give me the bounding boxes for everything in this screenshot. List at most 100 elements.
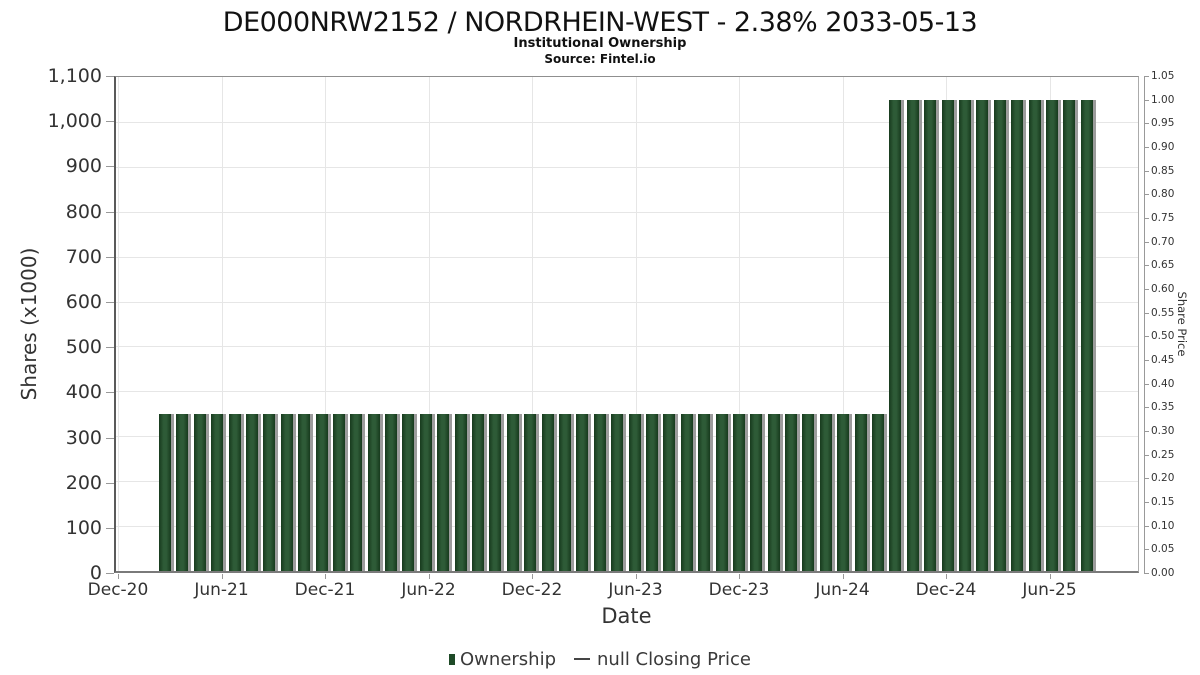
y-right-tick-label: 0.80: [1151, 188, 1175, 201]
ownership-bar[interactable]: [419, 413, 432, 571]
y-right-tick: [1144, 241, 1149, 243]
ownership-bar[interactable]: [785, 413, 798, 571]
ownership-bar[interactable]: [958, 99, 971, 571]
ownership-bar-marker-icon[interactable]: [449, 653, 456, 665]
y-right-tick: [1144, 478, 1149, 480]
y-left-tick: [106, 527, 114, 529]
ownership-bar[interactable]: [385, 413, 398, 571]
ownership-bar[interactable]: [645, 413, 658, 571]
y-left-tick: [106, 166, 114, 168]
ownership-bar[interactable]: [315, 413, 328, 571]
ownership-bar[interactable]: [680, 413, 693, 571]
ownership-bar[interactable]: [993, 99, 1006, 571]
ownership-bar[interactable]: [715, 413, 728, 571]
h-gridline: [116, 436, 1138, 438]
legend-label-ownership[interactable]: Ownership: [460, 648, 557, 670]
ownership-bar[interactable]: [245, 413, 258, 571]
ownership-bar[interactable]: [298, 413, 311, 571]
ownership-bar[interactable]: [837, 413, 850, 571]
y-left-tick-label: 300: [65, 426, 102, 449]
y-right-tick: [1144, 312, 1149, 314]
x-tick-label: Dec-22: [501, 580, 563, 600]
ownership-bar[interactable]: [332, 413, 345, 571]
y-left-tick: [106, 76, 114, 77]
ownership-bar[interactable]: [750, 413, 763, 571]
legend-label-price[interactable]: null Closing Price: [597, 648, 751, 670]
ownership-bar[interactable]: [576, 413, 589, 571]
y-left-tick: [106, 301, 114, 303]
ownership-bar[interactable]: [941, 99, 954, 571]
ownership-bar[interactable]: [350, 413, 363, 571]
y-right-tick-label: 0.50: [1151, 330, 1175, 343]
ownership-bar[interactable]: [437, 413, 450, 571]
chart-subtitle: Institutional Ownership: [513, 36, 687, 51]
y-right-tick: [1144, 170, 1149, 172]
ownership-bar[interactable]: [611, 413, 624, 571]
ownership-bar[interactable]: [228, 413, 241, 571]
ownership-bar[interactable]: [732, 413, 745, 571]
ownership-bar[interactable]: [489, 413, 502, 571]
v-gridline: [221, 77, 223, 571]
y-left-tick-label: 500: [65, 336, 102, 359]
ownership-bar[interactable]: [367, 413, 380, 571]
ownership-bar[interactable]: [402, 413, 415, 571]
ownership-bar[interactable]: [558, 413, 571, 571]
ownership-bar[interactable]: [541, 413, 554, 571]
ownership-bar[interactable]: [176, 413, 189, 571]
ownership-bar[interactable]: [159, 413, 171, 571]
x-tick: [946, 574, 947, 579]
ownership-bar[interactable]: [698, 413, 711, 571]
y-right-tick-label: 1.05: [1151, 70, 1175, 82]
y-right-tick-label: 0.10: [1151, 519, 1175, 532]
y-axis-title-right: Share Price: [1175, 291, 1189, 357]
y-right-tick-label: 0.05: [1151, 543, 1175, 556]
ownership-bar[interactable]: [263, 413, 276, 571]
y-right-tick-label: 0.55: [1151, 306, 1175, 319]
ownership-bar[interactable]: [819, 413, 832, 571]
y-left-tick: [106, 121, 114, 123]
y-left-tick: [106, 482, 114, 484]
ownership-bar[interactable]: [802, 413, 815, 571]
ownership-bar[interactable]: [924, 99, 937, 571]
ownership-bar[interactable]: [193, 413, 206, 571]
ownership-bar[interactable]: [524, 413, 537, 571]
y-right-tick: [1144, 549, 1149, 551]
y-right-tick-label: 1.00: [1151, 93, 1175, 106]
ownership-bar[interactable]: [854, 413, 867, 571]
v-gridline: [842, 77, 844, 571]
y-right-tick-label: 0.70: [1151, 235, 1175, 248]
ownership-bar[interactable]: [1045, 99, 1058, 571]
ownership-bar[interactable]: [280, 413, 293, 571]
ownership-bar[interactable]: [1028, 99, 1041, 571]
ownership-bar[interactable]: [211, 413, 224, 571]
y-left-tick-label: 0: [89, 562, 102, 584]
y-left-tick-label: 1,000: [47, 110, 102, 133]
x-tick-label: Dec-20: [87, 580, 149, 600]
x-tick-label: Jun-23: [608, 580, 663, 600]
ownership-bar[interactable]: [593, 413, 606, 571]
y-left-tick: [106, 256, 114, 258]
ownership-bar[interactable]: [663, 413, 676, 571]
ownership-bar[interactable]: [889, 99, 902, 571]
x-tick: [635, 574, 637, 579]
x-tick: [428, 574, 430, 579]
price-line-marker-icon[interactable]: [574, 658, 591, 660]
v-gridline: [325, 77, 326, 571]
y-right-tick: [1144, 525, 1149, 527]
ownership-bar[interactable]: [472, 413, 485, 571]
ownership-bar[interactable]: [767, 413, 780, 571]
ownership-bar[interactable]: [872, 413, 885, 571]
ownership-bar[interactable]: [1080, 99, 1093, 571]
ownership-bar[interactable]: [506, 413, 519, 571]
ownership-bar[interactable]: [628, 413, 641, 571]
ownership-bar[interactable]: [906, 99, 919, 571]
ownership-bar[interactable]: [1011, 99, 1024, 571]
y-left-tick-label: 900: [65, 155, 102, 178]
ownership-bar[interactable]: [1063, 99, 1076, 571]
y-right-tick-label: 0.95: [1151, 117, 1175, 130]
h-gridline: [116, 166, 1138, 168]
x-tick-label: Jun-21: [194, 580, 249, 600]
ownership-bar[interactable]: [976, 99, 989, 571]
ownership-bar[interactable]: [454, 413, 467, 571]
